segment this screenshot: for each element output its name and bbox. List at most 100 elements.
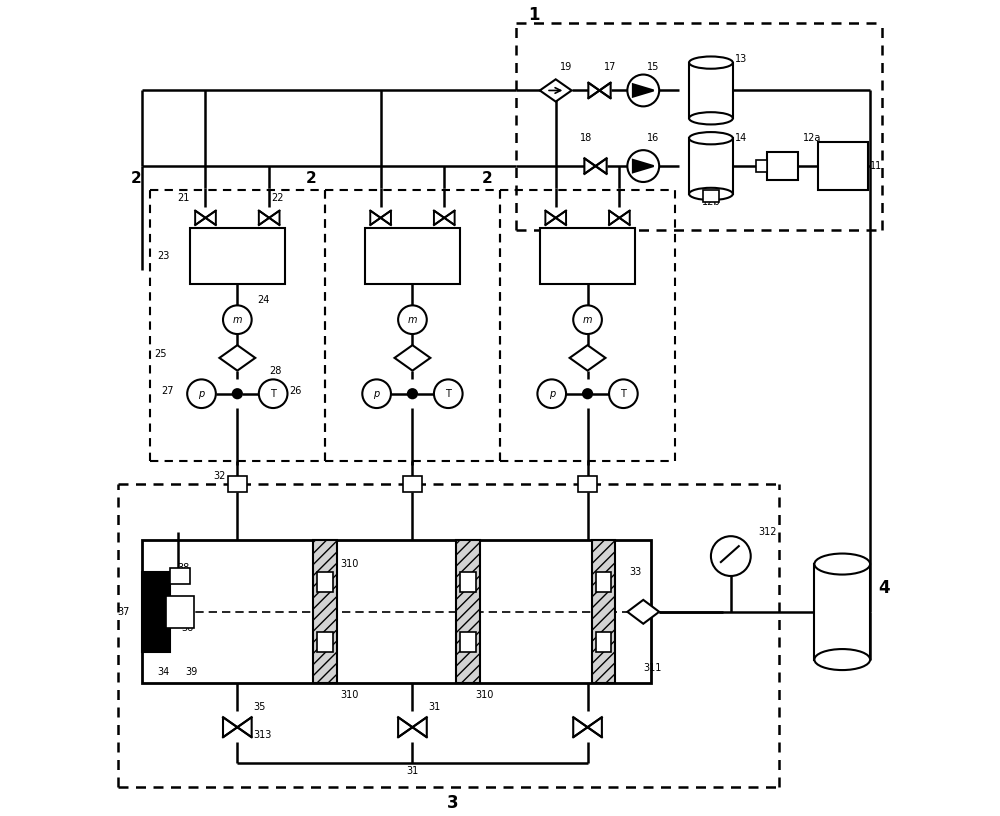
Ellipse shape — [689, 188, 733, 200]
Text: T: T — [270, 388, 276, 399]
Text: 12a: 12a — [802, 133, 821, 144]
Polygon shape — [269, 211, 280, 225]
Text: 11: 11 — [870, 161, 882, 171]
Text: 311: 311 — [643, 663, 662, 672]
Text: 2: 2 — [306, 171, 317, 185]
Bar — [756, 160, 767, 172]
Polygon shape — [633, 84, 654, 96]
Text: 24: 24 — [257, 295, 270, 305]
Circle shape — [627, 74, 659, 106]
Circle shape — [573, 305, 602, 334]
Text: 37: 37 — [118, 607, 130, 617]
Bar — [365, 228, 460, 284]
Bar — [689, 63, 733, 118]
Polygon shape — [370, 211, 381, 225]
Polygon shape — [619, 211, 630, 225]
Circle shape — [408, 389, 417, 398]
Polygon shape — [381, 211, 391, 225]
Bar — [596, 572, 611, 592]
Text: 31: 31 — [428, 703, 441, 712]
Bar — [142, 540, 651, 684]
Polygon shape — [259, 211, 269, 225]
Bar — [317, 632, 333, 652]
Polygon shape — [556, 211, 566, 225]
Text: m: m — [233, 315, 242, 325]
Polygon shape — [205, 211, 216, 225]
Text: 27: 27 — [161, 386, 174, 397]
Text: T: T — [620, 388, 626, 399]
Bar — [313, 540, 337, 684]
Circle shape — [583, 389, 592, 398]
Text: 312: 312 — [759, 527, 777, 537]
Polygon shape — [444, 211, 455, 225]
Circle shape — [537, 379, 566, 408]
Bar — [578, 477, 597, 492]
Polygon shape — [540, 79, 572, 102]
Text: 39: 39 — [186, 667, 198, 676]
Polygon shape — [609, 211, 619, 225]
Polygon shape — [223, 717, 237, 737]
Text: 26: 26 — [289, 386, 301, 397]
Text: 23: 23 — [158, 251, 170, 261]
Polygon shape — [545, 211, 556, 225]
Bar — [592, 540, 615, 684]
Text: 310: 310 — [341, 690, 359, 700]
Text: 313: 313 — [253, 730, 272, 740]
Text: 19: 19 — [560, 61, 572, 72]
Text: p: p — [374, 388, 380, 399]
Bar — [228, 477, 247, 492]
Ellipse shape — [689, 112, 733, 125]
Text: m: m — [583, 315, 592, 325]
Bar — [317, 572, 333, 592]
Polygon shape — [237, 717, 252, 737]
Bar — [460, 572, 476, 592]
Text: T: T — [445, 388, 451, 399]
Text: p: p — [549, 388, 555, 399]
Circle shape — [233, 389, 242, 398]
Text: m: m — [408, 315, 417, 325]
Polygon shape — [398, 717, 412, 737]
Ellipse shape — [814, 649, 870, 670]
Bar — [596, 632, 611, 652]
Ellipse shape — [689, 132, 733, 144]
Text: 15: 15 — [647, 61, 660, 72]
Circle shape — [627, 150, 659, 182]
Polygon shape — [219, 345, 255, 370]
Text: 34: 34 — [158, 667, 170, 676]
Text: 4: 4 — [878, 579, 890, 597]
Bar — [703, 190, 719, 202]
Bar — [403, 477, 422, 492]
Polygon shape — [395, 345, 430, 370]
Polygon shape — [434, 211, 444, 225]
Polygon shape — [584, 158, 596, 174]
Bar — [689, 138, 733, 194]
Bar — [170, 568, 190, 584]
Polygon shape — [588, 717, 602, 737]
Text: 21: 21 — [177, 193, 190, 203]
Text: p: p — [198, 388, 205, 399]
Polygon shape — [588, 82, 599, 98]
Text: 2: 2 — [131, 171, 142, 185]
Polygon shape — [412, 717, 427, 737]
Text: 18: 18 — [580, 133, 592, 144]
Text: 28: 28 — [269, 366, 282, 376]
Polygon shape — [596, 158, 607, 174]
Text: 32: 32 — [213, 472, 226, 481]
Text: 25: 25 — [154, 349, 166, 359]
Text: 14: 14 — [735, 133, 747, 144]
Circle shape — [362, 379, 391, 408]
Text: 17: 17 — [603, 61, 616, 72]
Text: 3: 3 — [446, 794, 458, 812]
Bar — [540, 228, 635, 284]
Circle shape — [223, 305, 252, 334]
Bar — [166, 596, 194, 628]
Text: 16: 16 — [647, 133, 660, 144]
Text: 2: 2 — [481, 171, 492, 185]
Polygon shape — [599, 82, 611, 98]
Circle shape — [259, 379, 287, 408]
Text: 310: 310 — [475, 690, 493, 700]
Polygon shape — [573, 717, 588, 737]
Circle shape — [609, 379, 638, 408]
Bar — [818, 142, 868, 190]
Circle shape — [434, 379, 463, 408]
